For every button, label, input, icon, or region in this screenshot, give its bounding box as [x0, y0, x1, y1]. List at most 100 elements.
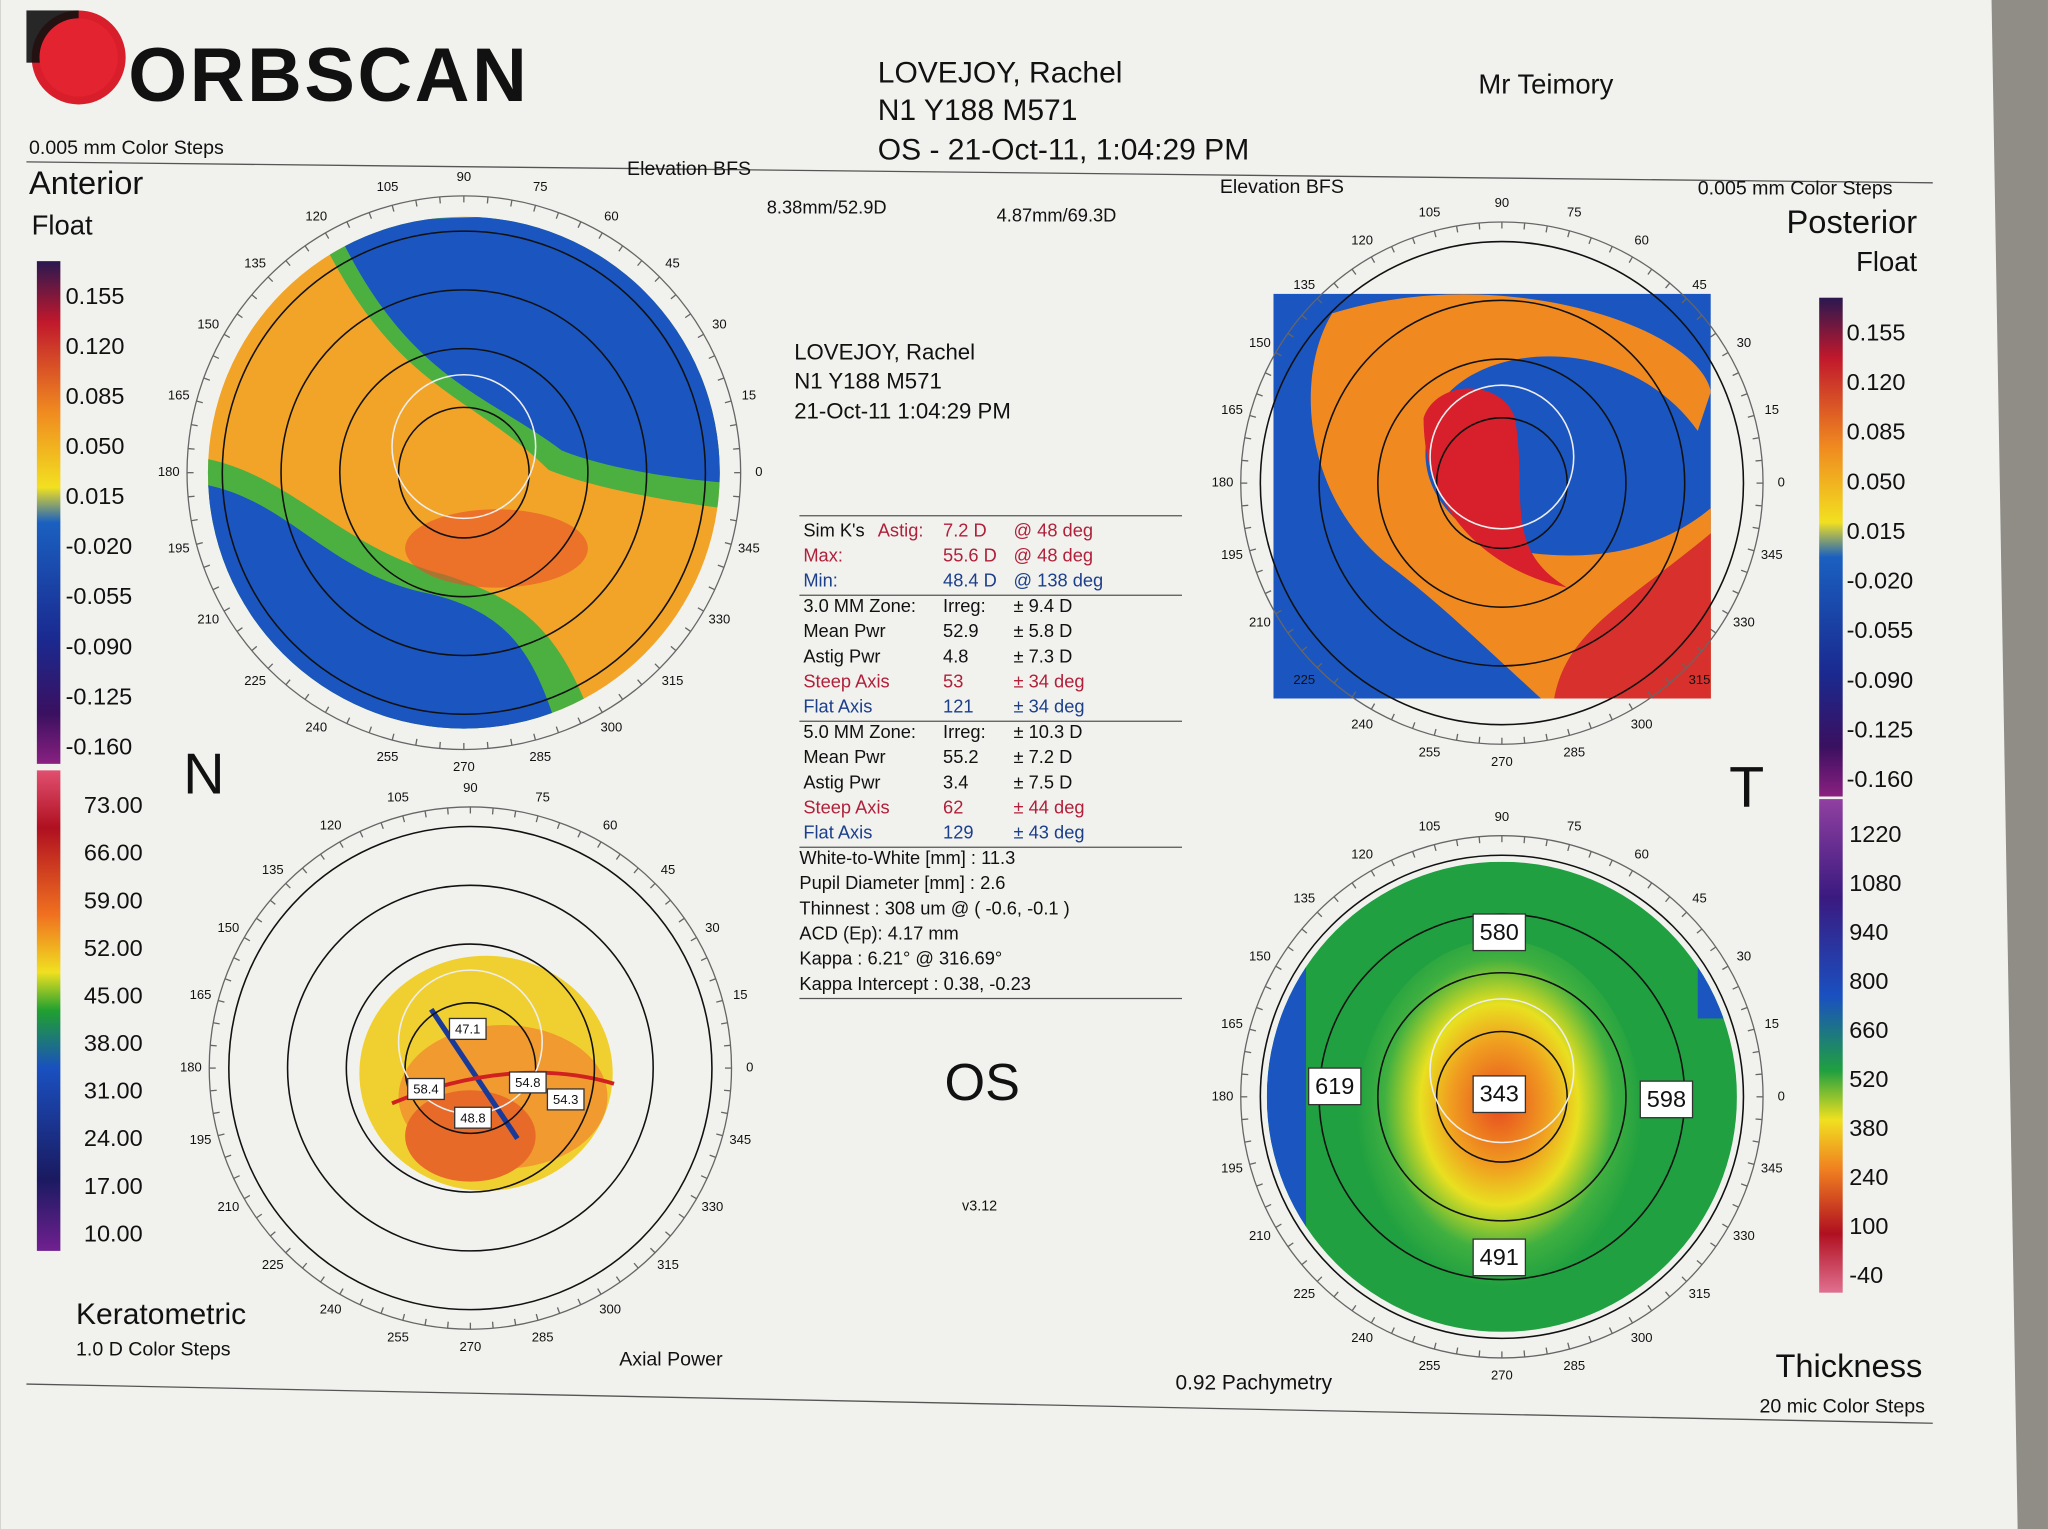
dial-tick: [709, 1154, 716, 1159]
value-box-label: 54.8: [515, 1075, 540, 1090]
angle-label: 75: [1567, 818, 1582, 833]
table-cell: Astig:: [878, 519, 924, 540]
value-box: [546, 1088, 585, 1111]
dial-tick: [618, 693, 624, 700]
angle-label: 150: [197, 317, 219, 332]
angle-label: 90: [463, 780, 478, 795]
dial-tick: [1249, 1028, 1257, 1032]
angle-label: 315: [662, 673, 684, 688]
dial-tick: [1244, 1140, 1252, 1143]
dial-tick: [513, 810, 517, 818]
value-box-label: 54.3: [553, 1092, 578, 1107]
scale-label: 240: [1849, 1164, 1888, 1190]
ring: [286, 884, 654, 1252]
dial-tick: [285, 882, 291, 889]
table-cell: Mean Pwr: [803, 620, 885, 641]
dial-tick: [1681, 662, 1688, 669]
dial-tick: [1301, 928, 1308, 934]
dial-tick: [513, 1318, 517, 1326]
angle-label: 225: [1293, 672, 1315, 687]
angle-label: 300: [599, 1302, 621, 1317]
dial-tick: [709, 978, 716, 982]
dial-tick: [1275, 351, 1282, 357]
dial-tick: [637, 260, 643, 267]
dial-tick: [1411, 1335, 1416, 1343]
dial-tick: [267, 663, 274, 669]
map-kind: Elevation BFS: [1220, 176, 1344, 198]
dial-tick: [243, 1194, 251, 1200]
value-box: [1307, 1067, 1362, 1106]
table-cell: 62: [943, 796, 963, 817]
patient-name: LOVEJOY, Rachel: [878, 56, 1123, 89]
dial-tick: [1755, 1073, 1763, 1076]
dial-tick: [1275, 609, 1282, 615]
angle-label: 75: [533, 179, 548, 194]
map-title: Thickness: [1775, 1347, 1922, 1384]
angle-label: 210: [217, 1199, 239, 1214]
dial-tick: [1588, 851, 1592, 858]
dial-tick: [1370, 1316, 1376, 1324]
table-cell: 52.9: [943, 620, 979, 641]
dial-tick: [1241, 459, 1249, 462]
angle-label: 240: [1351, 1330, 1373, 1345]
scale-label: 0.050: [66, 433, 125, 459]
scale-label: 940: [1849, 919, 1888, 945]
angle-label: 45: [1692, 891, 1707, 906]
color-scale: [1819, 799, 1843, 1293]
dial-tick: [1287, 946, 1294, 952]
table-cell: 5.0 MM Zone:: [803, 721, 916, 742]
dial-tick: [1567, 728, 1571, 736]
scale-label: 45.00: [84, 982, 143, 1008]
dial-tick: [196, 541, 203, 545]
dial-tick: [491, 1321, 494, 1329]
ring: [280, 289, 648, 657]
dial-tick: [324, 706, 330, 713]
dial-tick: [346, 717, 351, 724]
dial-tick: [1722, 1223, 1729, 1228]
dial-tick: [1411, 851, 1416, 858]
angle-label: 60: [604, 209, 619, 224]
dial-tick: [1740, 569, 1748, 574]
table-cell: @ 138 deg: [1014, 570, 1104, 591]
dial-tick: [243, 936, 251, 942]
angle-label: 15: [733, 987, 748, 1002]
color-scale: [1819, 297, 1843, 797]
dial-tick: [1455, 1347, 1459, 1355]
dial-tick: [723, 1089, 731, 1092]
angle-label: 0: [1778, 475, 1785, 490]
exam-info: OS - 21-Oct-11, 1:04:29 PM: [878, 133, 1249, 166]
dial-tick: [665, 1231, 671, 1237]
dial-tick: [690, 1194, 697, 1200]
value-box-label: 580: [1480, 919, 1519, 945]
scale-label: 59.00: [84, 887, 143, 913]
dial-tick: [359, 1298, 364, 1306]
map-subtitle: Float: [32, 209, 93, 240]
scale-label: 17.00: [84, 1173, 143, 1199]
dial-tick: [1390, 1327, 1395, 1334]
dial-tick: [285, 260, 291, 267]
dial-tick: [304, 245, 310, 252]
angle-label: 60: [1634, 233, 1649, 248]
angle-label: 90: [457, 169, 472, 184]
angle-label: 270: [459, 1339, 481, 1354]
angle-label: 285: [1563, 1358, 1585, 1373]
table-cell: ± 43 deg: [1014, 822, 1085, 843]
dial-tick: [304, 693, 310, 700]
dial-tick: [724, 541, 732, 545]
scale-label: -40: [1849, 1262, 1883, 1288]
angle-label: 225: [244, 673, 266, 688]
angle-label: 135: [1293, 891, 1315, 906]
bfs: 4.87mm/69.3D: [997, 205, 1117, 226]
dial-tick: [1433, 728, 1437, 736]
dial-tick: [597, 1288, 602, 1295]
logo-mark: [39, 18, 118, 97]
angle-label: 15: [1765, 402, 1780, 417]
scale-label: -0.020: [66, 533, 133, 559]
dial-tick: [1411, 237, 1416, 245]
color-scale: [36, 770, 61, 1251]
dial-tick: [1696, 1259, 1703, 1266]
table-cell: ± 9.4 D: [1014, 595, 1073, 616]
dial-tick: [1545, 1347, 1548, 1355]
dial-tick: [251, 294, 258, 300]
angle-label: 255: [1419, 744, 1441, 759]
